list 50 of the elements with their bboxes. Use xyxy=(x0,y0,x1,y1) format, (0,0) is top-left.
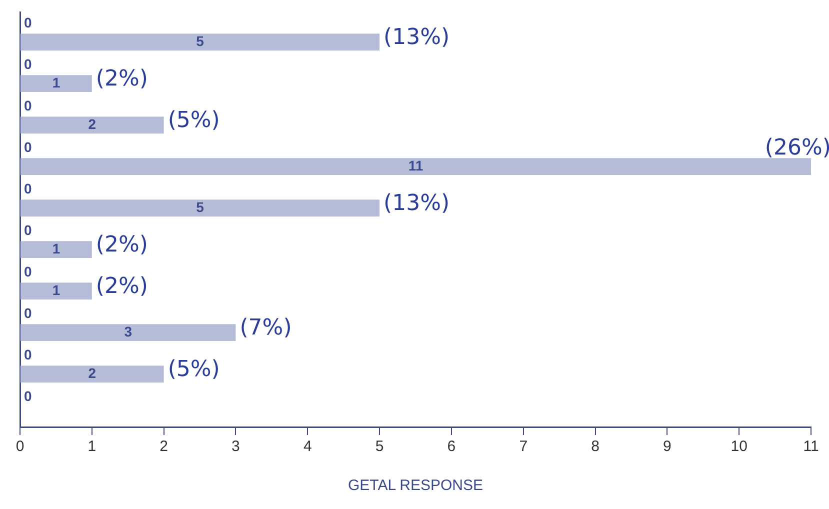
data-label: 0 xyxy=(24,346,32,362)
data-label: 0 xyxy=(24,56,32,72)
annotation: (7%) xyxy=(240,315,292,340)
bar xyxy=(20,200,380,216)
bar xyxy=(20,158,811,175)
data-label: 11 xyxy=(408,157,424,174)
x-tick-label: 7 xyxy=(519,438,528,456)
x-axis-title: GETAL RESPONSE xyxy=(348,477,484,494)
x-tick-label: 4 xyxy=(303,438,312,456)
x-tick-label: 8 xyxy=(591,438,600,456)
annotation: (2%) xyxy=(96,232,148,258)
x-tick-label: 3 xyxy=(232,438,240,456)
annotation: (26%) xyxy=(764,135,829,160)
data-label: 3 xyxy=(124,323,132,340)
annotation: (5%) xyxy=(168,356,220,382)
annotation: (13%) xyxy=(384,190,450,216)
x-tick-label: 10 xyxy=(730,438,748,456)
bar xyxy=(20,75,92,92)
x-tick-label: 9 xyxy=(663,438,672,456)
x-tick-label: 6 xyxy=(447,438,456,456)
x-tick-label: 5 xyxy=(375,438,384,456)
x-tick-label: 11 xyxy=(803,438,819,456)
bar xyxy=(20,241,92,258)
data-label: 0 xyxy=(24,263,32,280)
x-tick-label: 0 xyxy=(16,438,24,456)
data-label: 0 xyxy=(24,97,32,114)
bar xyxy=(20,282,92,300)
data-label: 5 xyxy=(196,32,204,49)
data-label: 0 xyxy=(24,180,32,196)
data-label: 1 xyxy=(52,74,60,90)
data-label: 0 xyxy=(24,388,32,404)
data-label: 1 xyxy=(52,282,60,298)
data-label: 5 xyxy=(196,198,204,215)
bar xyxy=(20,366,164,382)
data-label: 2 xyxy=(88,116,96,132)
annotation: (5%) xyxy=(168,108,220,133)
annotation: (2%) xyxy=(96,66,148,92)
bar xyxy=(20,116,164,134)
data-label: 0 xyxy=(24,222,32,238)
data-label: 0 xyxy=(24,304,32,321)
annotation: (13%) xyxy=(384,24,450,50)
data-label: 0 xyxy=(24,138,32,155)
annotation: (2%) xyxy=(96,274,148,299)
bar xyxy=(20,34,380,50)
data-label: 0 xyxy=(24,14,32,30)
bar xyxy=(20,324,236,341)
x-tick-label: 1 xyxy=(88,438,96,456)
data-label: 1 xyxy=(52,240,60,256)
data-label: 2 xyxy=(88,364,96,381)
x-tick-label: 2 xyxy=(160,438,168,456)
